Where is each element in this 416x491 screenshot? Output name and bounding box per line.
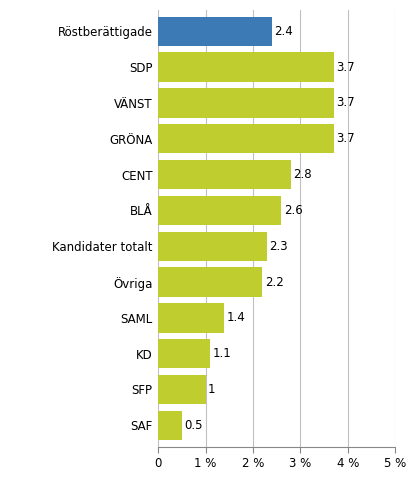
Text: 2.3: 2.3 (270, 240, 288, 253)
Bar (158, 88, 334, 118)
Text: 2.2: 2.2 (265, 275, 284, 289)
Text: 1.1: 1.1 (213, 347, 231, 360)
Text: 3.7: 3.7 (336, 96, 354, 109)
Text: 2.6: 2.6 (284, 204, 302, 217)
Text: 1: 1 (208, 383, 215, 396)
Bar (158, 303, 225, 332)
Bar (158, 410, 182, 440)
Bar (158, 53, 334, 82)
Bar (158, 268, 262, 297)
Bar (158, 375, 206, 404)
Text: 1.4: 1.4 (227, 311, 245, 325)
Text: 3.7: 3.7 (336, 60, 354, 74)
Text: 2.8: 2.8 (293, 168, 312, 181)
Bar (158, 232, 267, 261)
Text: 0.5: 0.5 (184, 419, 203, 432)
Bar (158, 339, 210, 368)
Text: 2.4: 2.4 (274, 25, 293, 38)
Bar (158, 17, 272, 46)
Bar (158, 196, 281, 225)
Bar (158, 124, 334, 154)
Text: 3.7: 3.7 (336, 132, 354, 145)
Bar (158, 160, 291, 189)
